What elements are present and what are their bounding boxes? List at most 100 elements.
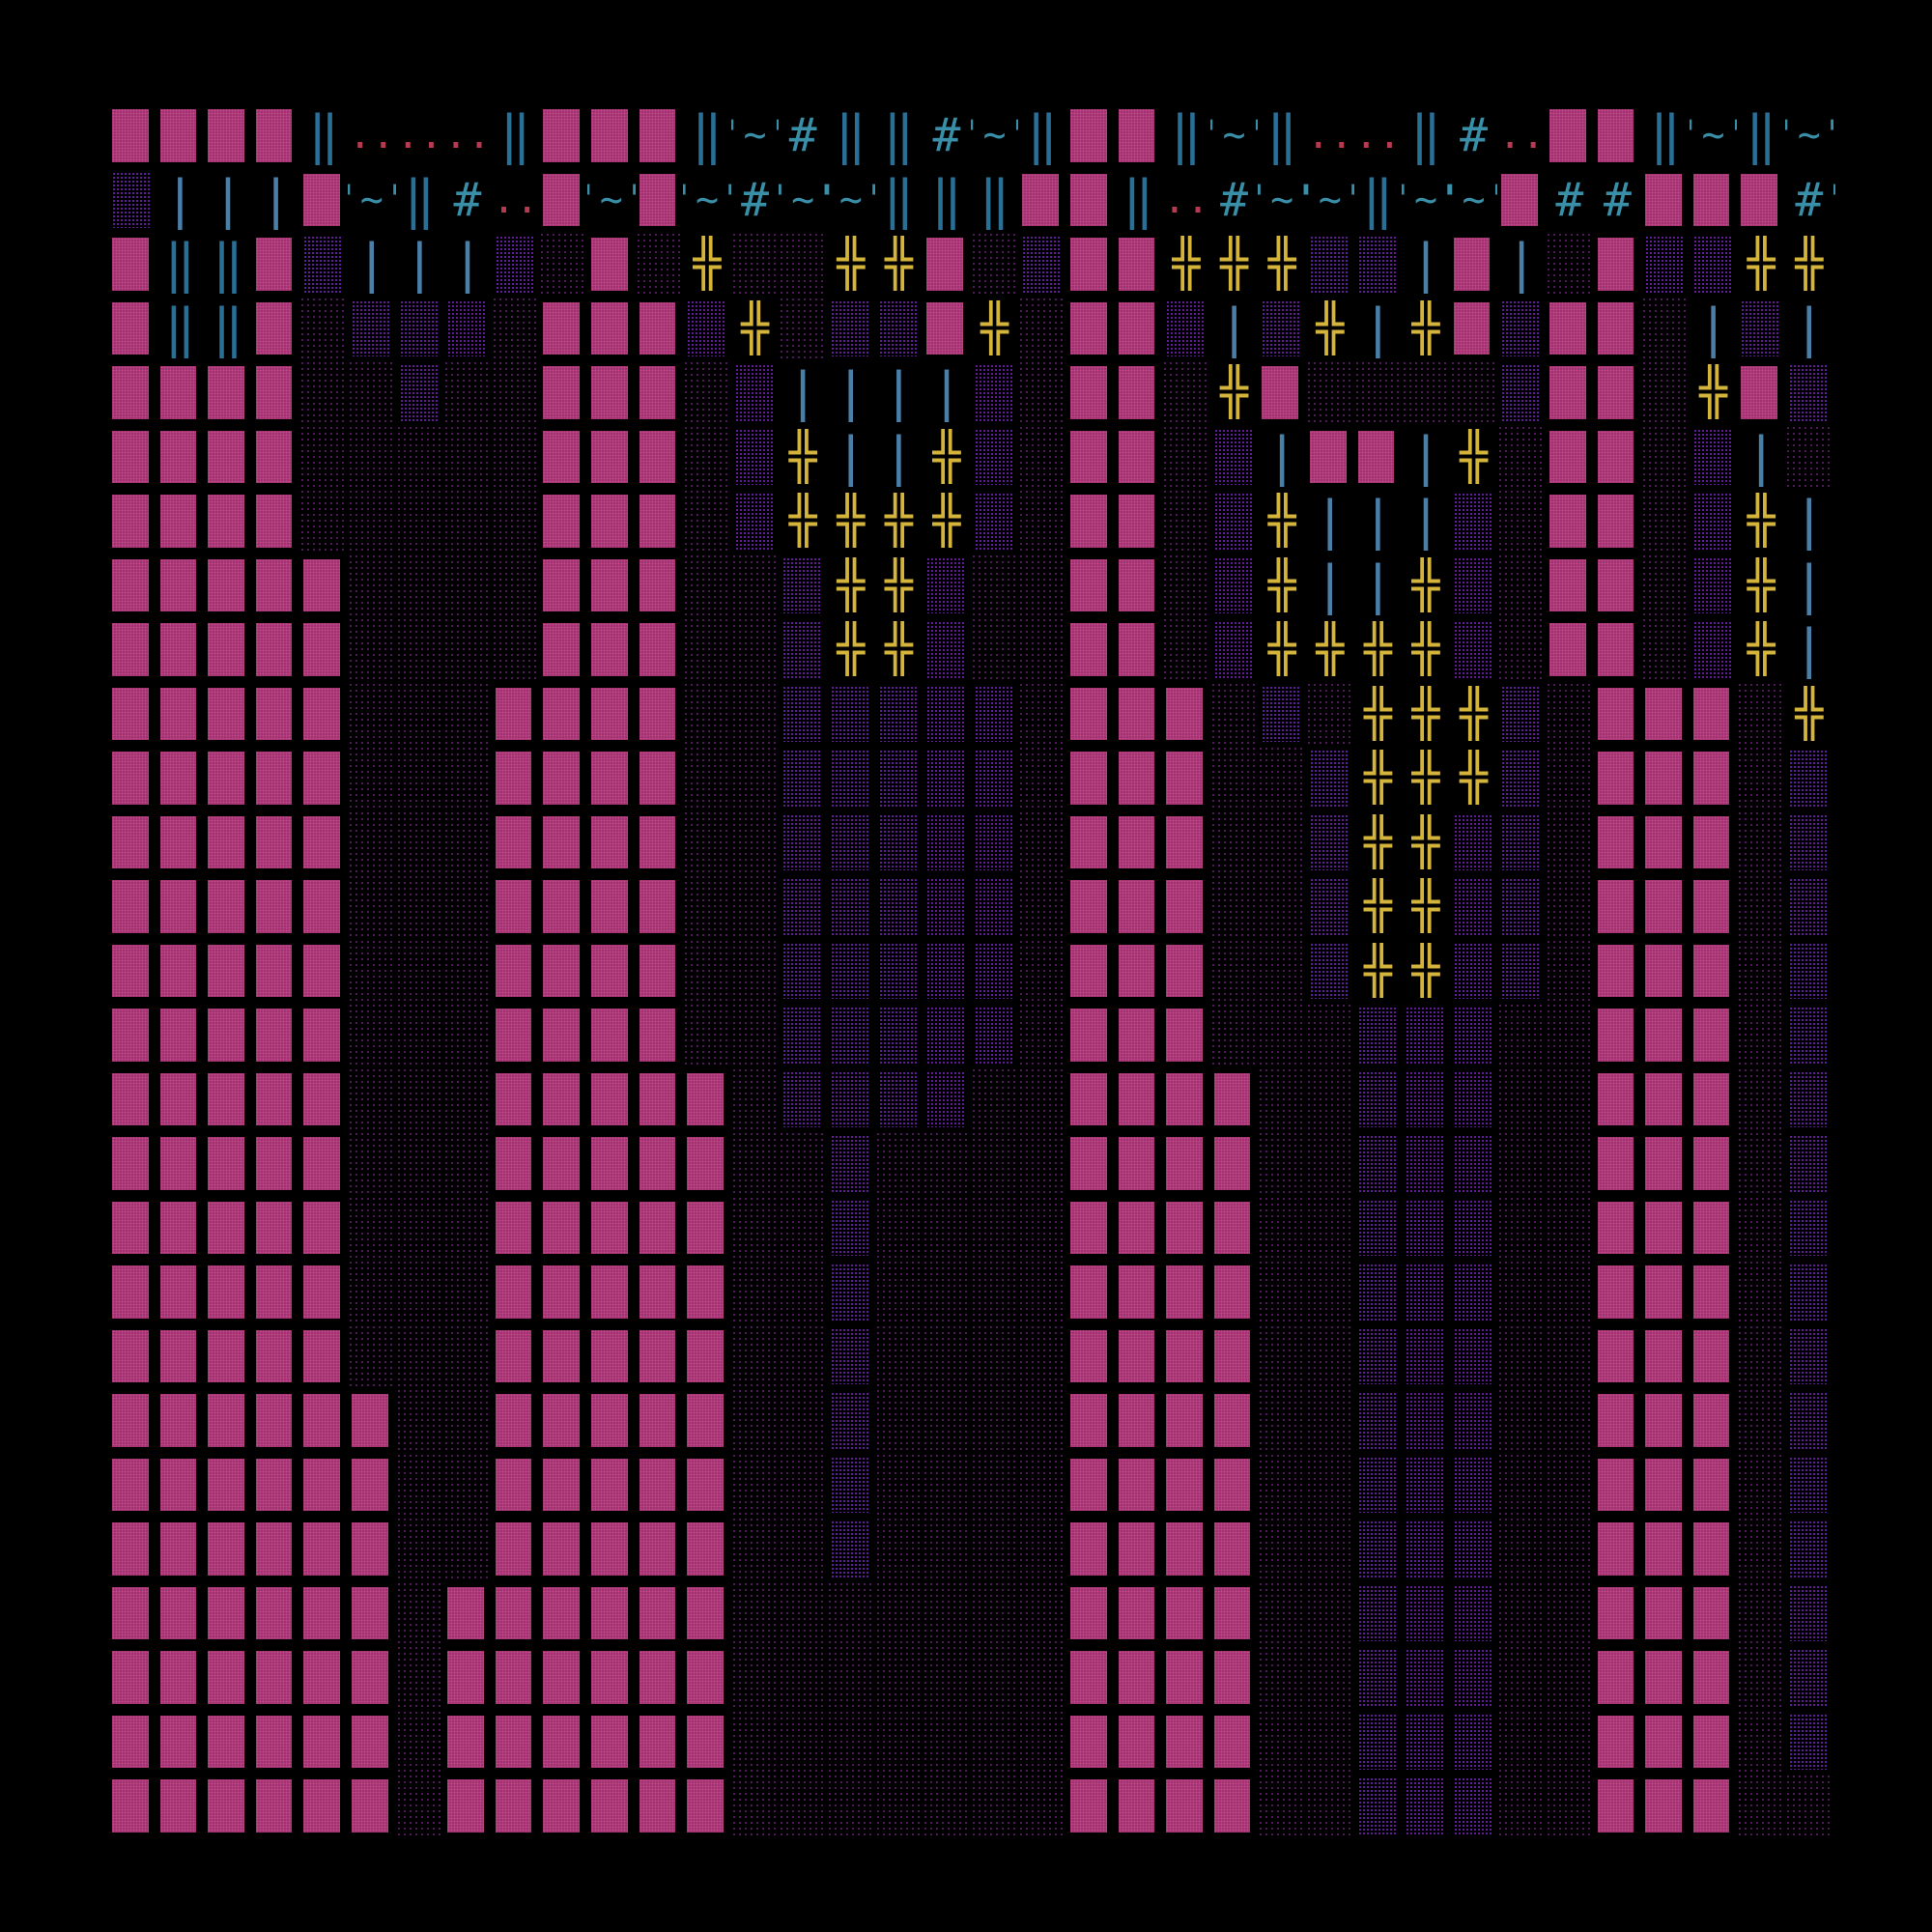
- tile-dark-floor: [1737, 1066, 1785, 1131]
- tile-dark-floor: [970, 1131, 1019, 1196]
- tile-bars: |: [1409, 233, 1442, 295]
- tile-wall: [299, 1323, 348, 1388]
- tile-wall: [539, 1645, 587, 1710]
- tile-wall: [1114, 489, 1163, 554]
- tile-dark-floor: [1258, 1003, 1306, 1067]
- tile-wall: [108, 1709, 156, 1774]
- tile-hash-ground: #: [1603, 172, 1632, 227]
- tile-dark-floor: [348, 489, 396, 554]
- tile-dark-floor: [970, 1066, 1019, 1131]
- tile-dark-floor: [395, 1131, 444, 1196]
- tile-wall: [251, 1066, 300, 1131]
- tile-purple-floor: [779, 617, 827, 682]
- tile-wall: [251, 810, 300, 874]
- tile-dark-floor: [348, 681, 396, 746]
- tile-wall: [108, 489, 156, 554]
- tile-dark-floor: [970, 1452, 1019, 1517]
- tile-wall: [1593, 103, 1642, 168]
- tile-purple-floor: [1497, 360, 1546, 425]
- tile-wall: [635, 1517, 684, 1581]
- tile-dark-floor: [1737, 681, 1785, 746]
- tile-dark-floor: [970, 617, 1019, 682]
- tile-wall: [1641, 1580, 1690, 1645]
- tile-rubble: ╬: [932, 429, 961, 484]
- tile-dark-floor: [1737, 1195, 1785, 1260]
- tile-rubble: ╬: [1363, 814, 1392, 869]
- tile-dark-floor: [395, 1452, 444, 1517]
- tile-purple-floor: [1785, 938, 1833, 1003]
- tile-dark-floor: [1018, 489, 1066, 554]
- tile-rubble: ╬: [1411, 879, 1440, 934]
- tile-dark-floor: [970, 1517, 1019, 1581]
- tile-dark-floor: [1641, 489, 1690, 554]
- tile-wall: [1162, 1131, 1210, 1196]
- tile-dots: ..: [1354, 113, 1402, 158]
- tile-dark-floor: [348, 1131, 396, 1196]
- tile-dark-floor: [1737, 1645, 1785, 1710]
- tile-dark-floor: [1162, 553, 1210, 617]
- tile-wall: [1066, 746, 1115, 810]
- tile-dark-floor: [874, 1323, 923, 1388]
- tile-dark-floor: [1258, 938, 1306, 1003]
- tile-wall: [491, 681, 540, 746]
- tile-wall: [299, 553, 348, 617]
- tile-dark-floor: [1737, 746, 1785, 810]
- tile-dark-floor: [395, 1709, 444, 1774]
- tile-rubble: ╬: [837, 237, 866, 292]
- tile-dark-floor: [443, 681, 492, 746]
- tile-bars: |: [786, 361, 819, 423]
- tile-dark-floor: [395, 1195, 444, 1260]
- tile-wall: [299, 1517, 348, 1581]
- tile-hash-ground: #: [788, 108, 817, 163]
- tile-wall: [156, 1774, 205, 1838]
- tile-dark-floor: [395, 1580, 444, 1645]
- tile-wall: [204, 489, 252, 554]
- tile-rubble: ╬: [1747, 237, 1776, 292]
- tile-wall: [1209, 1260, 1259, 1324]
- tile-wall: [1066, 1131, 1115, 1196]
- tile-purple-floor: [827, 681, 875, 746]
- tile-purple-floor: [730, 489, 780, 554]
- tile-wall: [635, 167, 684, 232]
- tile-dark-floor: [1018, 1709, 1066, 1774]
- tile-wall: [348, 1645, 396, 1710]
- tile-dark-floor: [443, 810, 492, 874]
- tile-wall: [1641, 1709, 1690, 1774]
- tile-dark-floor: [395, 553, 444, 617]
- tile-dark-floor: [1737, 1452, 1785, 1517]
- tile-wall: [1066, 617, 1115, 682]
- tile-bars: |: [835, 425, 867, 487]
- tile-rubble: ╬: [1363, 622, 1392, 677]
- tile-wall: [1593, 1260, 1642, 1324]
- tile-rubble: ╬: [1747, 557, 1776, 612]
- tile-wall: [1162, 1260, 1210, 1324]
- tile-wall: [683, 1323, 731, 1388]
- tile-rubble: ╬: [1833, 810, 1835, 875]
- tile-wall: [587, 1580, 636, 1645]
- tile-wall: [156, 1580, 205, 1645]
- tile-wall: [1066, 360, 1115, 425]
- tile-wall: [108, 938, 156, 1003]
- game-map[interactable]: ‖......‖‖'~'#‖‖#'~'‖‖'~'‖....‖#..‖'~'‖'~…: [108, 103, 1835, 1838]
- tile-wall: [491, 1066, 540, 1131]
- tile-wall: [108, 296, 156, 360]
- tile-wall: [1114, 1517, 1163, 1581]
- tile-dark-floor: [348, 810, 396, 874]
- tile-wall: [204, 1323, 252, 1388]
- tile-wall: [539, 360, 587, 425]
- tile-wall: [204, 746, 252, 810]
- tile-water: '~': [348, 177, 396, 222]
- tile-dark-floor: [1641, 296, 1690, 360]
- tile-wall: [299, 1003, 348, 1067]
- tile-wall: [539, 681, 587, 746]
- tile-wall: [1546, 489, 1594, 554]
- tile-wall: [156, 103, 205, 168]
- tile-dots: ..: [396, 113, 443, 158]
- tile-purple-floor: [1353, 1003, 1403, 1067]
- tile-wall: [1593, 874, 1642, 939]
- tile-wall: [156, 1517, 205, 1581]
- tile-bars: |: [1793, 297, 1826, 358]
- tile-wall: [108, 746, 156, 810]
- tile-rubble: ╬: [1411, 943, 1440, 998]
- tile-purple-floor: [1306, 810, 1354, 874]
